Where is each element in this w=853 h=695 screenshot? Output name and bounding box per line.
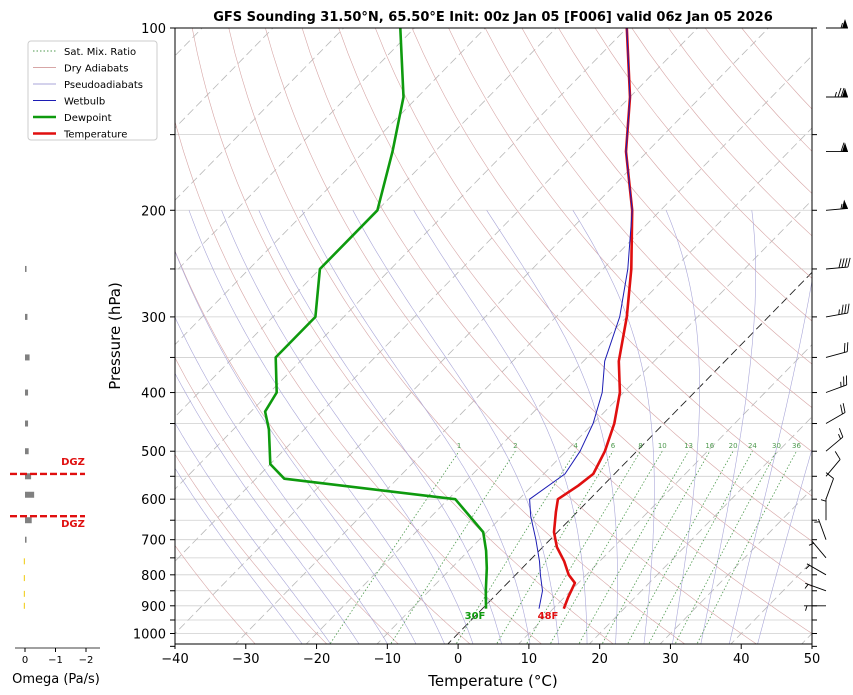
x-tick-label: 10 [521,652,538,667]
y-tick-label: 100 [141,22,166,37]
legend: Sat. Mix. Ratio Dry Adiabats Pseudoadiabat… [28,41,157,141]
mixing-ratio-label: 4 [573,442,578,450]
x-tick-label: −20 [303,652,330,667]
surface-temperature-label: 48F [538,611,559,622]
omega-bar [25,390,28,396]
omega-bar [24,603,25,609]
omega-bar [25,266,27,272]
omega-bar [24,575,25,581]
x-tick-label: −10 [374,652,401,667]
x-tick-label: 20 [591,652,608,667]
dgz-bottom-label: DGZ [61,519,85,530]
mixing-ratio-label: 36 [792,442,801,450]
y-axis-label: Pressure (hPa) [106,282,124,390]
legend-label: Wetbulb [64,97,105,108]
legend-label: Temperature [63,130,127,141]
omega-bar [25,314,27,320]
x-axis-label: Temperature (°C) [427,672,557,690]
mixing-ratio-label: 24 [748,442,757,450]
y-tick-label: 300 [141,311,166,326]
mixing-ratio-label: 30 [772,442,781,450]
omega-bar [25,448,29,454]
x-tick-label: −40 [161,652,188,667]
mixing-ratio-label: 16 [705,442,714,450]
dgz-top-label: DGZ [61,457,85,468]
omega-tick-label: −1 [48,655,63,666]
omega-bar [24,591,25,597]
legend-label: Dewpoint [64,113,112,124]
mixing-ratio-label: 8 [638,442,642,450]
y-tick-label: 400 [141,387,166,402]
mixing-ratio-label: 10 [658,442,667,450]
mixing-ratio-label: 1 [457,442,461,450]
x-tick-label: 30 [662,652,679,667]
mixing-ratio-label: 20 [729,442,738,450]
legend-label: Sat. Mix. Ratio [64,47,136,58]
chart-title: GFS Sounding 31.50°N, 65.50°E Init: 00z … [213,10,773,25]
omega-bar [25,492,34,498]
omega-bar [25,517,32,523]
omega-tick-label: 0 [22,655,28,666]
y-tick-label: 900 [141,600,166,615]
legend-label: Pseudoadiabats [64,80,143,91]
omega-bar [25,537,27,543]
legend-label: Dry Adiabats [64,64,128,75]
y-tick-label: 800 [141,569,166,584]
x-tick-label: −30 [232,652,259,667]
omega-bar [25,421,28,427]
y-tick-label: 600 [141,493,166,508]
y-tick-label: 500 [141,445,166,460]
x-tick-label: 40 [733,652,750,667]
y-tick-label: 700 [141,534,166,549]
omega-axis-label: Omega (Pa/s) [12,672,100,687]
mixing-ratio-label: 13 [684,442,693,450]
x-tick-label: 0 [454,652,462,667]
y-tick-label: 200 [141,204,166,219]
surface-dewpoint-label: 30F [465,611,486,622]
mixing-ratio-label: 6 [611,442,616,450]
omega-bar [25,354,30,360]
omega-tick-label: −2 [79,655,94,666]
x-tick-label: 50 [804,652,821,667]
mixing-ratio-label: 2 [513,442,517,450]
omega-bar [24,558,25,564]
y-tick-label: 1000 [133,628,166,643]
